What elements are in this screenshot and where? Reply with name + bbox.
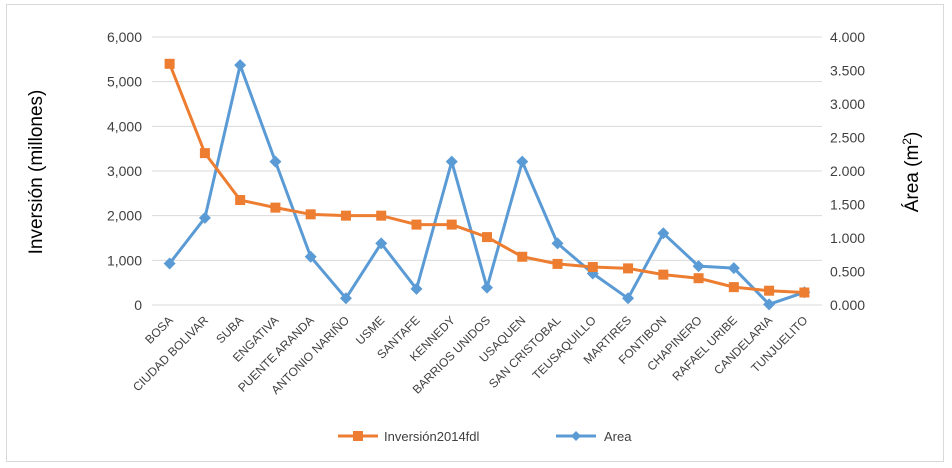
series-inversion [164, 58, 810, 298]
left-tick-label: 4,000 [107, 118, 142, 134]
data-point [199, 148, 210, 159]
data-point [269, 155, 282, 168]
series-line [168, 63, 805, 306]
data-point [375, 237, 388, 250]
data-point [658, 269, 669, 280]
data-point [763, 298, 776, 311]
data-point [727, 262, 740, 275]
right-tick-label: 1.000 [830, 230, 865, 246]
right-tick-label: 2.500 [830, 130, 865, 146]
left-tick-label: 6,000 [107, 29, 142, 45]
data-point [340, 210, 351, 221]
data-point [516, 155, 529, 168]
data-point [693, 273, 704, 284]
data-point [339, 292, 352, 305]
data-point [411, 219, 422, 230]
data-point [305, 209, 316, 220]
left-axis-title: Inversión (millones) [26, 90, 47, 255]
left-tick-label: 0 [134, 297, 142, 313]
data-point [482, 232, 492, 243]
data-point [164, 58, 175, 69]
right-tick-label: 1.500 [830, 197, 865, 213]
right-axis-title-main: Área (m [902, 145, 923, 213]
left-tick-label: 3,000 [107, 163, 142, 179]
data-point [198, 211, 211, 224]
data-point [622, 292, 635, 305]
data-point [764, 285, 775, 296]
right-axis-title-sup: 2 [900, 138, 914, 145]
left-axis-ticks: 0 1,000 2,000 3,000 4,000 5,000 6,000 [107, 29, 142, 313]
data-point [270, 202, 281, 213]
series-layer [163, 58, 811, 311]
legend: Inversión2014fdl Area [338, 429, 632, 444]
data-point [587, 262, 598, 273]
data-point [551, 237, 564, 250]
right-axis-ticks: 0.000 0.500 1.000 1.500 2.000 2.500 3.000 3.500… [830, 29, 865, 313]
data-point [728, 282, 739, 293]
gridlines [152, 36, 822, 306]
category-label: BOSA [142, 313, 175, 346]
right-tick-label: 0.500 [830, 264, 865, 280]
legend-label-inversion: Inversión2014fdl [384, 429, 480, 444]
data-point [657, 227, 670, 240]
data-point [410, 282, 423, 295]
right-axis-title: Área (m2) [900, 132, 923, 213]
left-tick-label: 2,000 [107, 208, 142, 224]
data-point [376, 210, 387, 221]
data-point [445, 155, 458, 168]
right-axis-title-close: ) [902, 132, 923, 138]
data-point [235, 195, 246, 206]
right-tick-label: 3.500 [830, 63, 865, 79]
right-tick-label: 4.000 [830, 29, 865, 45]
legend-swatch-marker-inversion [353, 431, 363, 441]
category-label: SUBA [213, 313, 246, 346]
series-area [163, 59, 811, 311]
legend-swatch-marker-area [571, 431, 581, 441]
data-point [304, 250, 317, 263]
data-point [552, 258, 563, 269]
right-tick-label: 2.000 [830, 163, 865, 179]
left-tick-label: 1,000 [107, 252, 142, 268]
legend-label-area: Area [604, 429, 632, 444]
series-line [168, 63, 805, 294]
data-point [234, 59, 247, 72]
data-point [163, 257, 176, 270]
data-point [517, 251, 528, 262]
data-point [446, 219, 457, 230]
right-tick-label: 0.000 [830, 297, 865, 313]
data-point [623, 263, 634, 274]
data-point [799, 287, 810, 298]
data-point [481, 281, 493, 294]
right-tick-label: 3.000 [830, 96, 865, 112]
data-point [692, 260, 705, 273]
left-tick-label: 5,000 [107, 74, 142, 90]
